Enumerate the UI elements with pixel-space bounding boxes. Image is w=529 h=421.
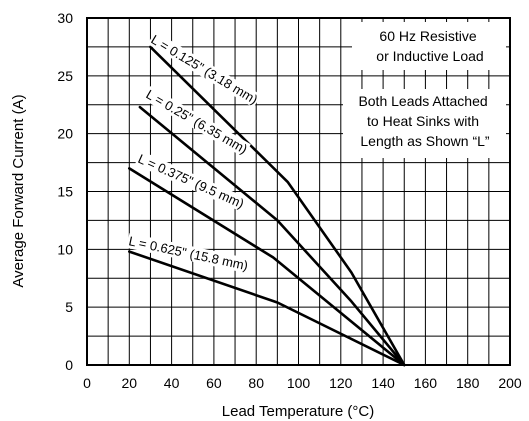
x-tick-label: 160 [414,375,438,391]
load-note-box [352,22,506,70]
y-tick-label: 0 [65,357,73,373]
series-line-0 [149,45,406,367]
curve-label-background [142,86,251,158]
load-note: 60 Hz Resistive or Inductive Load [376,28,483,64]
y-axis-label: Average Forward Current (A) [10,94,27,287]
leads-note-box [343,89,506,158]
leads-note-line-3: Length as Shown “L” [360,133,490,149]
y-tick-label: 20 [57,126,73,142]
curve-label-background [126,233,251,274]
x-tick-label: 120 [329,375,353,391]
load-note-line-2: or Inductive Load [376,48,483,64]
leads-note-line-1: Both Leads Attached [358,93,487,109]
curve-label-background [147,31,262,108]
y-tick-label: 15 [57,184,73,200]
y-tick-label: 10 [57,241,73,257]
series-line-2 [128,167,406,367]
curve-label-background [134,150,248,212]
series-group [128,45,406,367]
x-tick-label: 60 [206,375,222,391]
x-tick-label: 20 [122,375,138,391]
x-tick-label: 80 [248,375,264,391]
leads-note-line-2: to Heat Sinks with [367,113,479,129]
series-line-3 [128,250,406,367]
series-label-0625: L = 0.625" (15.8 mm) [127,233,249,273]
x-tick-label: 0 [83,375,91,391]
x-axis-label: Lead Temperature (°C) [222,403,374,420]
x-tick-label: 200 [498,375,522,391]
leads-note: Both Leads Attached to Heat Sinks with L… [358,93,491,149]
y-tick-label: 5 [65,299,73,315]
x-tick-label: 140 [371,375,395,391]
series-line-1 [138,105,406,367]
plot-frame [86,17,511,366]
tick-labels: 0 20 40 60 80 100 120 140 160 180 200 0 5 10 15 20 25 30 [57,10,521,391]
load-note-line-1: 60 Hz Resistive [379,28,476,44]
x-tick-label: 100 [287,375,311,391]
x-tick-label: 40 [164,375,180,391]
y-tick-label: 30 [57,10,73,26]
y-tick-label: 25 [57,68,73,84]
x-tick-label: 180 [456,375,480,391]
